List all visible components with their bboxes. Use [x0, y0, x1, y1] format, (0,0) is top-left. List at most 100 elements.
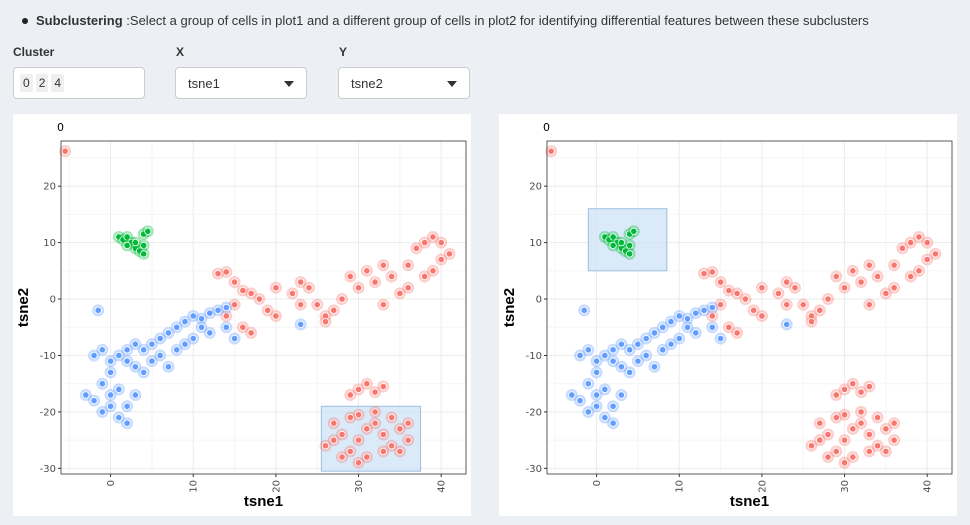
x-tick-label: 40: [923, 480, 934, 493]
cluster-multiselect[interactable]: 0 2 4: [13, 67, 145, 99]
x-axis-title: tsne1: [244, 493, 283, 510]
data-point: [849, 267, 857, 275]
panel-title: 0: [543, 121, 550, 134]
y-select[interactable]: tsne2: [338, 67, 470, 99]
data-point: [222, 268, 230, 276]
data-point: [799, 301, 807, 309]
data-point: [346, 391, 354, 399]
data-point: [388, 272, 396, 281]
data-point: [164, 363, 173, 371]
data-point: [338, 453, 346, 461]
plot1-chart[interactable]: 0 -30 -20 -10 0 10 20 0 10 20 30 40 tsne1 tsne2: [13, 114, 471, 516]
data-point: [683, 323, 692, 331]
data-point: [601, 351, 609, 360]
data-point: [115, 413, 123, 422]
data-point: [857, 408, 865, 416]
data-point: [140, 346, 148, 354]
data-point: [272, 312, 280, 320]
plot2[interactable]: 0 -30 -20 -10 0 10 20 0 10 20 30 40 tsne1 tsne2: [499, 114, 957, 516]
data-point: [857, 388, 865, 396]
data-point: [123, 357, 131, 365]
data-point: [354, 436, 363, 444]
plot-border: [546, 140, 953, 475]
data-point: [716, 278, 725, 286]
data-point: [379, 261, 387, 269]
data-point: [700, 306, 708, 314]
subclustering-instruction: Subclustering :Select a group of cells i…: [22, 13, 869, 28]
data-point: [404, 419, 412, 427]
data-point: [634, 340, 642, 348]
x-tick-label: 0: [106, 480, 117, 486]
data-point: [338, 430, 346, 439]
data-point: [840, 385, 849, 393]
data-point: [123, 402, 131, 410]
data-point: [733, 289, 741, 297]
data-point: [272, 284, 280, 292]
series-1: [598, 225, 640, 260]
data-point: [214, 270, 222, 278]
data-point: [354, 459, 363, 467]
data-point: [774, 289, 783, 297]
x-select[interactable]: tsne1: [175, 67, 307, 99]
data-point: [824, 453, 832, 461]
data-point: [247, 289, 255, 297]
data-point: [140, 250, 148, 258]
data-point: [849, 380, 857, 388]
data-point: [396, 289, 404, 297]
cluster-chip[interactable]: 2: [35, 74, 49, 92]
cluster-chip[interactable]: 4: [51, 74, 65, 92]
y-axis-title: tsne2: [15, 288, 32, 327]
y-tick-label: -20: [40, 407, 56, 418]
data-point: [239, 286, 247, 295]
x-tick-label: 30: [840, 480, 851, 493]
y-tick-label: -30: [526, 464, 542, 475]
data-point: [173, 346, 181, 354]
data-point: [592, 391, 601, 399]
data-point: [915, 267, 923, 275]
data-point: [313, 301, 321, 309]
data-point: [354, 385, 363, 393]
data-point: [379, 430, 387, 439]
cluster-chip[interactable]: 0: [20, 74, 33, 92]
data-point: [131, 340, 139, 348]
data-point: [708, 323, 716, 331]
data-point: [874, 272, 882, 281]
data-point: [404, 436, 412, 444]
data-point: [305, 284, 313, 292]
data-point: [601, 385, 609, 393]
data-point: [247, 329, 255, 337]
data-point: [437, 238, 445, 247]
data-point: [626, 368, 634, 377]
data-point: [865, 301, 873, 309]
data-point: [733, 329, 741, 337]
plot1[interactable]: 0 -30 -20 -10 0 10 20 0 10 20 30 40 tsne1 tsne2: [13, 114, 471, 516]
y-tick-label: 20: [529, 182, 542, 193]
data-point: [890, 436, 898, 444]
data-point: [907, 272, 915, 281]
data-point: [123, 419, 131, 427]
x-label: X: [176, 45, 185, 59]
x-axis-title: tsne1: [730, 493, 769, 510]
data-point: [857, 419, 865, 427]
data-point: [144, 227, 152, 235]
data-point: [675, 334, 683, 343]
data-point: [667, 340, 675, 348]
data-point: [758, 284, 766, 292]
data-point: [630, 227, 638, 235]
data-point: [363, 425, 371, 433]
data-point: [716, 334, 725, 343]
data-point: [667, 318, 675, 326]
data-point: [592, 402, 601, 410]
data-point: [882, 425, 890, 433]
data-point: [396, 447, 404, 456]
data-point: [865, 447, 873, 456]
data-point: [865, 261, 873, 269]
data-point: [437, 255, 445, 264]
panel-title: 0: [57, 121, 64, 134]
plot2-chart[interactable]: 0 -30 -20 -10 0 10 20 0 10 20 30 40 tsne1 tsne2: [499, 114, 957, 516]
y-tick-label: -20: [526, 407, 542, 418]
data-point: [650, 363, 659, 371]
data-point: [181, 340, 189, 348]
data-point: [890, 284, 898, 292]
caret-down-icon: [284, 81, 294, 87]
